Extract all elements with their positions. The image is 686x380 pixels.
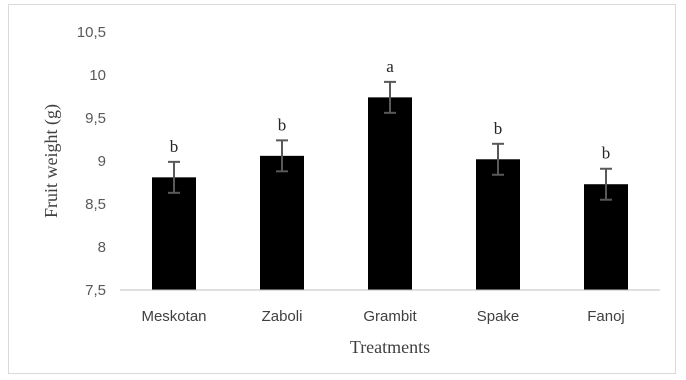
bar	[476, 159, 520, 290]
error-bar	[600, 167, 612, 201]
y-axis-title: Fruit weight (g)	[41, 104, 62, 218]
y-tick-label: 10	[89, 67, 106, 84]
y-tick-label: 10,5	[77, 24, 106, 41]
bar	[368, 97, 412, 290]
category-label: Meskotan	[141, 308, 206, 325]
category-label: Grambit	[363, 308, 417, 325]
x-axis-title: Treatments	[350, 337, 430, 357]
category-label: Spake	[477, 308, 520, 325]
y-tick-labels: 7,5 8 8,5 9 9,5 10 10,5	[77, 24, 106, 299]
significance-letter: b	[170, 137, 179, 156]
bar	[152, 177, 196, 290]
bar	[260, 155, 304, 290]
y-tick-label: 9	[98, 153, 106, 170]
bars	[152, 97, 628, 290]
error-bar	[276, 139, 288, 173]
y-tick-label: 7,5	[85, 282, 106, 299]
error-bars	[168, 80, 612, 201]
significance-letter: b	[278, 115, 287, 134]
error-bar	[168, 160, 180, 194]
significance-letter: a	[386, 57, 394, 76]
category-label: Zaboli	[262, 308, 303, 325]
chart-frame	[8, 4, 676, 374]
significance-letters: b b a b b	[170, 57, 611, 163]
category-label: Fanoj	[587, 308, 625, 325]
error-bar	[384, 80, 396, 114]
significance-letter: b	[494, 119, 503, 138]
significance-letter: b	[602, 144, 611, 163]
y-tick-label: 8	[98, 239, 106, 256]
error-bar	[492, 142, 504, 176]
y-tick-label: 9,5	[85, 110, 106, 127]
category-labels: Meskotan Zaboli Grambit Spake Fanoj	[141, 308, 624, 325]
y-tick-label: 8,5	[85, 196, 106, 213]
bar	[584, 184, 628, 290]
